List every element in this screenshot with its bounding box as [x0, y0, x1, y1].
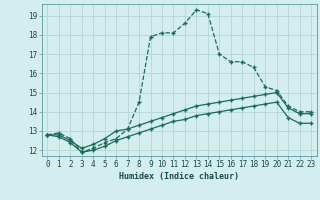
X-axis label: Humidex (Indice chaleur): Humidex (Indice chaleur)	[119, 172, 239, 181]
